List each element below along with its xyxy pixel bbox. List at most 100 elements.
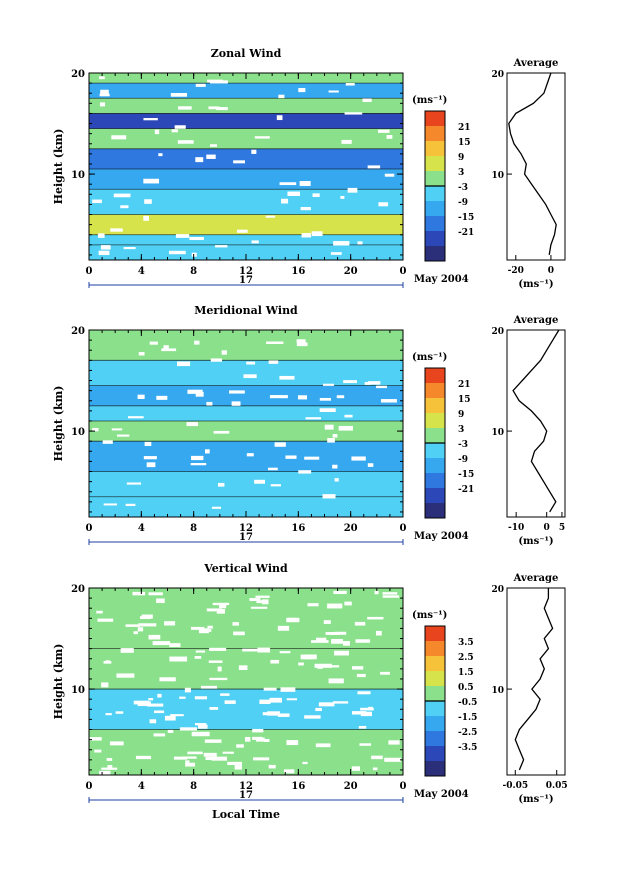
missing-data-gap bbox=[99, 93, 110, 97]
missing-data-gap bbox=[137, 394, 145, 399]
missing-data-gap bbox=[179, 696, 186, 699]
average-y-tick-label: 10 bbox=[491, 171, 504, 181]
missing-data-gap bbox=[111, 135, 127, 140]
missing-data-gap bbox=[115, 711, 124, 714]
missing-data-gap bbox=[178, 106, 192, 110]
average-frame bbox=[506, 72, 566, 261]
missing-data-gap bbox=[322, 383, 335, 386]
x-tick-label: 4 bbox=[138, 266, 145, 277]
missing-data-gap bbox=[149, 719, 157, 724]
colorbar-segment bbox=[425, 761, 445, 776]
missing-data-gap bbox=[135, 755, 152, 760]
colorbar-segment bbox=[425, 428, 445, 443]
heatmap-band bbox=[89, 189, 403, 215]
missing-data-gap bbox=[98, 250, 110, 256]
missing-data-gap bbox=[139, 616, 151, 620]
date-label: May 2004 bbox=[414, 789, 469, 800]
missing-data-gap bbox=[100, 89, 109, 95]
missing-data-gap bbox=[255, 595, 270, 598]
colorbar-segment bbox=[425, 731, 445, 746]
missing-data-gap bbox=[367, 616, 384, 620]
missing-data-gap bbox=[169, 656, 188, 662]
missing-data-gap bbox=[133, 631, 138, 635]
average-x-tick-label: 0.05 bbox=[546, 781, 568, 791]
x-tick-label: 0 bbox=[86, 523, 93, 534]
heatmap-band bbox=[89, 441, 403, 472]
colorbar-segment bbox=[425, 626, 445, 641]
colorbar-tick-label: 21 bbox=[458, 380, 471, 390]
missing-data-gap bbox=[340, 195, 345, 199]
missing-data-gap bbox=[344, 414, 353, 418]
missing-data-gap bbox=[364, 382, 371, 385]
missing-data-gap bbox=[174, 125, 186, 129]
missing-data-gap bbox=[203, 752, 217, 757]
missing-data-gap bbox=[298, 470, 312, 474]
missing-data-gap bbox=[138, 623, 157, 627]
colorbar-segment bbox=[425, 171, 445, 186]
missing-data-gap bbox=[238, 665, 248, 671]
missing-data-gap bbox=[300, 207, 311, 211]
colorbar-segment bbox=[425, 398, 445, 413]
missing-data-gap bbox=[173, 756, 188, 760]
missing-data-gap bbox=[177, 140, 194, 144]
day-label: 17 bbox=[239, 790, 253, 801]
missing-data-gap bbox=[332, 433, 338, 438]
missing-data-gap bbox=[302, 761, 308, 765]
colorbar-tick-label: 3 bbox=[458, 168, 464, 178]
missing-data-gap bbox=[194, 340, 200, 345]
heatmap-band bbox=[89, 98, 403, 114]
missing-data-gap bbox=[344, 112, 363, 115]
colorbar-unit-label: (ms⁻¹) bbox=[412, 352, 447, 363]
missing-data-gap bbox=[323, 620, 331, 624]
missing-data-gap bbox=[147, 703, 164, 707]
colorbar-segment bbox=[425, 126, 445, 141]
missing-data-gap bbox=[206, 608, 222, 612]
colorbar-tick-label: 15 bbox=[458, 395, 471, 405]
missing-data-gap bbox=[367, 165, 381, 169]
heatmap-band bbox=[89, 244, 403, 260]
missing-data-gap bbox=[251, 149, 257, 154]
missing-data-gap bbox=[285, 455, 297, 459]
missing-data-gap bbox=[354, 621, 366, 626]
missing-data-gap bbox=[190, 462, 207, 466]
missing-data-gap bbox=[287, 191, 300, 196]
missing-data-gap bbox=[209, 677, 228, 681]
x-tick-label: 0 bbox=[400, 523, 407, 534]
missing-data-gap bbox=[216, 107, 228, 111]
day-label: 17 bbox=[239, 275, 253, 286]
missing-data-gap bbox=[164, 715, 176, 721]
missing-data-gap bbox=[334, 478, 339, 482]
missing-data-gap bbox=[217, 482, 225, 487]
colorbar-tick-label: 1.5 bbox=[458, 668, 474, 678]
missing-data-gap bbox=[315, 743, 331, 748]
missing-data-gap bbox=[374, 590, 379, 595]
missing-data-gap bbox=[185, 762, 196, 767]
colorbar-segment bbox=[425, 368, 445, 383]
missing-data-gap bbox=[268, 360, 279, 364]
missing-data-gap bbox=[351, 766, 361, 771]
missing-data-gap bbox=[148, 634, 161, 640]
average-x-tick-label: -20 bbox=[508, 266, 524, 276]
missing-data-gap bbox=[204, 449, 210, 454]
missing-data-gap bbox=[268, 764, 276, 769]
missing-data-gap bbox=[213, 430, 230, 434]
average-profile-line bbox=[514, 588, 554, 771]
missing-data-gap bbox=[211, 756, 228, 761]
missing-data-gap bbox=[195, 83, 206, 87]
missing-data-gap bbox=[143, 215, 149, 221]
missing-data-gap bbox=[143, 118, 158, 121]
missing-data-gap bbox=[168, 250, 186, 255]
missing-data-gap bbox=[97, 233, 105, 238]
missing-data-gap bbox=[214, 245, 228, 248]
missing-data-gap bbox=[299, 181, 311, 186]
missing-data-gap bbox=[232, 622, 240, 626]
missing-data-gap bbox=[120, 205, 129, 209]
missing-data-gap bbox=[204, 739, 222, 743]
missing-data-gap bbox=[332, 464, 338, 469]
missing-data-gap bbox=[152, 641, 171, 646]
x-tick-label: 0 bbox=[86, 266, 93, 277]
missing-data-gap bbox=[167, 729, 174, 733]
missing-data-gap bbox=[357, 241, 363, 245]
missing-data-gap bbox=[341, 139, 352, 144]
missing-data-gap bbox=[274, 442, 286, 447]
